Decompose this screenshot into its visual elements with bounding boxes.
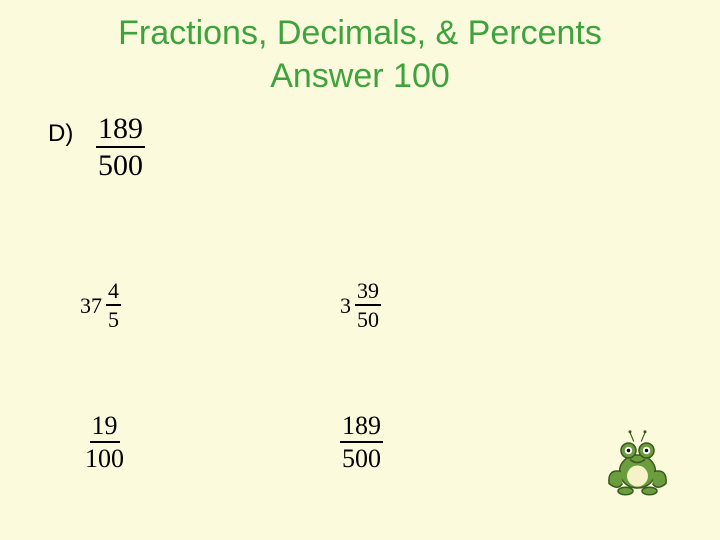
main-answer-denominator: 500	[98, 148, 143, 181]
opt-tl-den: 5	[108, 306, 119, 331]
title-line-1: Fractions, Decimals, & Percents	[118, 14, 602, 52]
option-bottom-right: 189 500	[340, 410, 383, 472]
answer-option-label: D)	[48, 120, 73, 148]
opt-br-num: 189	[340, 413, 383, 443]
opt-bl-num: 19	[90, 413, 120, 443]
option-top-right: 3 39 50	[340, 280, 381, 331]
main-answer-numerator: 189	[96, 114, 145, 148]
opt-bl-den: 100	[85, 443, 124, 472]
opt-br-den: 500	[342, 443, 381, 472]
opt-tr-num: 39	[355, 280, 381, 306]
opt-tl-num: 4	[106, 280, 121, 306]
opt-tr-whole: 3	[340, 295, 351, 317]
opt-tr-den: 50	[357, 306, 379, 331]
opt-tl-whole: 37	[80, 295, 102, 317]
option-top-left: 37 4 5	[80, 280, 121, 331]
option-bottom-left: 19 100	[85, 410, 124, 472]
slide-title: Fractions, Decimals, & Percents Answer 1…	[0, 0, 720, 97]
frog-icon	[600, 425, 675, 500]
main-answer-fraction: 189 500	[96, 112, 145, 181]
title-line-2: Answer 100	[270, 57, 450, 95]
